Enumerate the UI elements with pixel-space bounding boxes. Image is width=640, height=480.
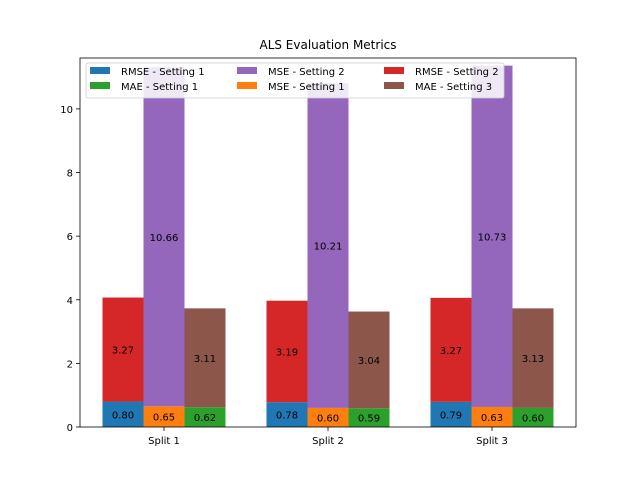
- bar-mse-setting-2-2: [307, 83, 349, 408]
- legend-entry: RMSE - Setting 1: [121, 67, 205, 78]
- y-tick-label: 4: [67, 296, 73, 307]
- legend-swatch: [237, 82, 257, 89]
- legend-swatch: [384, 67, 404, 74]
- data-label: 0.78: [276, 411, 298, 422]
- data-label: 3.27: [112, 346, 134, 357]
- y-tick-label: 8: [67, 169, 73, 180]
- plot-area: 0.80 0.78 0.79 0.65 0.60 0.63 0.62 0.59 0.60 3.27…: [60, 65, 554, 447]
- x-tick-label: Split 3: [476, 436, 508, 447]
- bar-rmse-setting-2-1: [102, 297, 144, 402]
- legend-swatch: [384, 82, 404, 89]
- data-label: 10.21: [314, 242, 343, 253]
- legend-swatch: [90, 67, 110, 74]
- data-label: 3.19: [276, 347, 298, 358]
- axes-frame: [79, 57, 577, 428]
- data-label: 0.60: [522, 413, 544, 424]
- bar-mse-setting-1-2: [307, 407, 349, 427]
- data-label: 0.60: [317, 413, 339, 424]
- bar-mse-setting-2-3: [471, 65, 513, 407]
- bar-mae-setting-1-2: [348, 408, 390, 427]
- legend-entry: MSE - Setting 2: [268, 67, 345, 78]
- data-label: 10.73: [478, 232, 507, 243]
- bar-mae-setting-3-1: [184, 308, 226, 408]
- data-label: 3.13: [522, 354, 544, 365]
- bar-mae-setting-1-3: [512, 407, 554, 427]
- chart-title: ALS Evaluation Metrics: [259, 38, 396, 52]
- bar-mse-setting-1-3: [471, 406, 513, 427]
- legend-entry: MAE - Setting 3: [415, 82, 492, 93]
- bar-mae-setting-3-3: [512, 308, 554, 408]
- data-label: 10.66: [150, 233, 179, 244]
- bar-mse-setting-1-1: [143, 406, 185, 427]
- y-tick-label: 10: [60, 105, 73, 116]
- legend-entry: MSE - Setting 1: [268, 82, 345, 93]
- bar-mse-setting-2-1: [143, 67, 185, 407]
- data-label: 3.27: [440, 346, 462, 357]
- y-tick-label: 2: [67, 359, 73, 370]
- data-label: 3.11: [194, 354, 216, 365]
- bar-rmse-setting-1-2: [266, 402, 308, 427]
- data-label: 0.62: [194, 413, 216, 424]
- bar-mae-setting-3-2: [348, 311, 390, 409]
- data-label: 0.65: [153, 413, 175, 424]
- bar-rmse-setting-1-3: [430, 401, 472, 427]
- data-label: 0.79: [440, 410, 462, 421]
- data-label: 0.80: [112, 410, 134, 421]
- bar-rmse-setting-1-1: [102, 401, 144, 427]
- y-tick-label: 6: [67, 232, 73, 243]
- bar-mae-setting-1-1: [184, 407, 226, 427]
- y-tick-label: 0: [67, 423, 73, 434]
- x-tick-label: Split 2: [312, 436, 344, 447]
- legend-swatch: [90, 82, 110, 89]
- legend: RMSE - Setting 1 MAE - Setting 1 MSE - Set…: [85, 62, 505, 99]
- data-label: 0.59: [358, 414, 380, 425]
- legend-entry: MAE - Setting 1: [121, 82, 198, 93]
- bar-rmse-setting-2-2: [266, 300, 308, 403]
- data-label: 3.04: [358, 356, 380, 367]
- legend-entry: RMSE - Setting 2: [415, 67, 499, 78]
- x-tick-label: Split 1: [148, 436, 180, 447]
- bar-rmse-setting-2-3: [430, 297, 472, 402]
- data-label: 0.63: [481, 413, 503, 424]
- legend-swatch: [237, 67, 257, 74]
